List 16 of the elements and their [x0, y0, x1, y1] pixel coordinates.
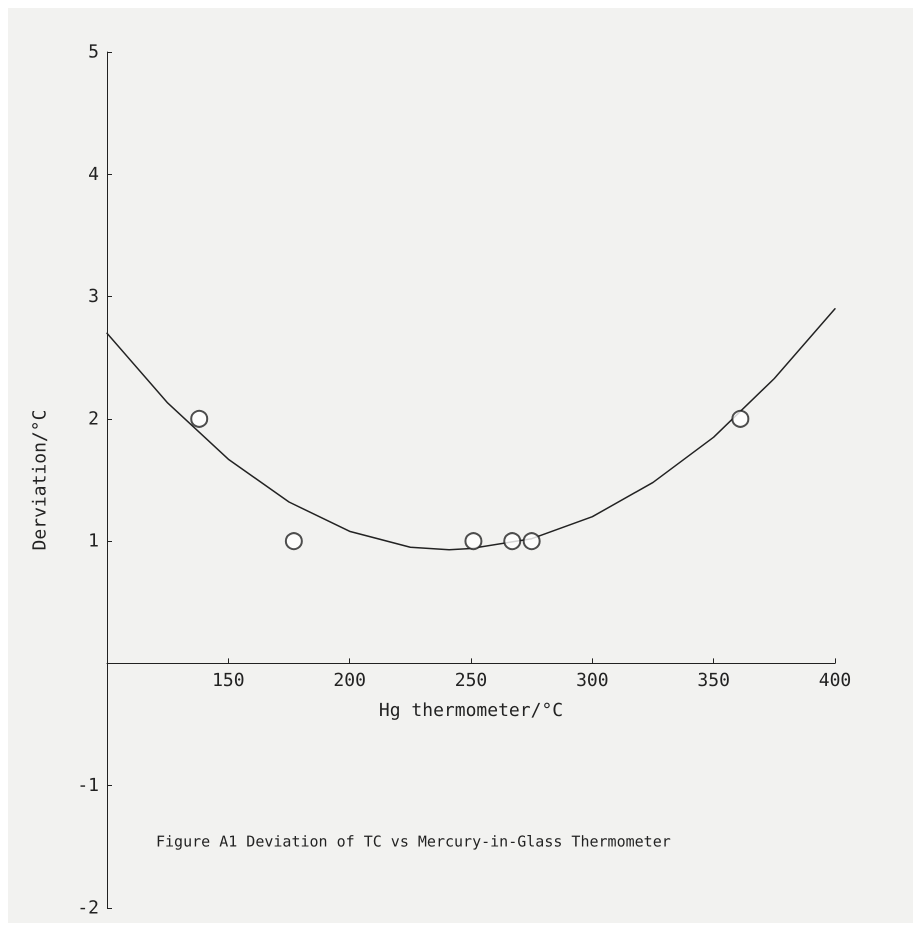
x-tick-label: 250 [454, 670, 488, 691]
x-tick-label: 150 [212, 670, 245, 691]
y-tick-label: -1 [77, 775, 99, 796]
x-tick-label: 200 [333, 670, 366, 691]
x-axis-title: Hg thermometer/°C [378, 700, 564, 721]
x-tick-label: 300 [576, 670, 609, 691]
x-tick-label: 400 [818, 670, 852, 691]
annotation: Figure A1 Deviation of TC vs Mercury-in-Glass Thermometer [156, 832, 671, 850]
y-tick-label: 3 [88, 286, 99, 308]
y-tick-label: 2 [88, 408, 99, 430]
y-axis-title: Derviation/°C [30, 410, 50, 550]
x-tick-label: 350 [697, 670, 730, 691]
y-tick-label: 5 [88, 42, 99, 62]
y-tick-label: 1 [88, 530, 99, 552]
y-tick-label: -2 [77, 898, 99, 918]
y-tick-label: 4 [88, 164, 99, 185]
